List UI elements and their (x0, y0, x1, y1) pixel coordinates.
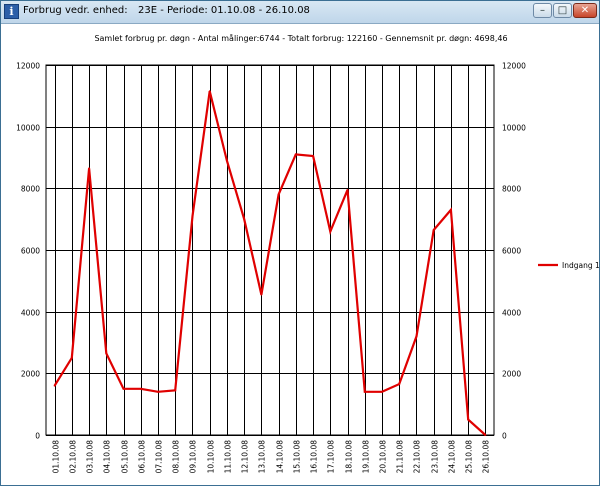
maximize-button[interactable]: □ (553, 3, 572, 18)
x-tick-label: 24.10.08 (448, 440, 457, 474)
y-tick-label-left: 4000 (21, 309, 40, 318)
x-tick-label: 20.10.08 (379, 440, 388, 474)
data-point (105, 352, 108, 355)
window-title-period: 23E - Periode: 01.10.08 - 26.10.08 (138, 5, 310, 16)
x-tick-label: 12.10.08 (241, 440, 250, 474)
data-point (467, 418, 470, 421)
series-line (53, 90, 487, 436)
x-tick-label: 21.10.08 (396, 440, 405, 474)
x-tick-label: 26.10.08 (482, 440, 491, 474)
y-tick-label-right: 4000 (502, 309, 521, 318)
data-point (346, 189, 349, 191)
y-tick-label-right: 10000 (502, 124, 526, 133)
x-tick-label: 22.10.08 (413, 440, 422, 474)
y-tick-label-left: 10000 (16, 124, 40, 133)
data-point (484, 434, 487, 436)
x-tick-label: 10.10.08 (207, 440, 216, 474)
y-tick-label-left: 2000 (21, 370, 40, 379)
info-icon: i (4, 4, 19, 19)
x-tick-label: 19.10.08 (362, 440, 371, 474)
y-tick-label-left: 0 (35, 432, 40, 441)
window-title-label: Forbrug vedr. enhed: (23, 5, 128, 16)
x-tick-label: 08.10.08 (172, 440, 181, 474)
data-point (450, 209, 452, 211)
data-point (260, 293, 263, 296)
data-point (294, 153, 297, 156)
y-tick-label-left: 8000 (21, 185, 40, 194)
y-tick-label-right: 8000 (502, 185, 521, 194)
x-tick-label: 04.10.08 (103, 440, 112, 474)
x-tick-label: 02.10.08 (69, 440, 78, 474)
x-tick-label: 03.10.08 (86, 440, 95, 474)
y-tick-label-right: 2000 (502, 370, 521, 379)
data-point (53, 384, 56, 387)
minimize-button[interactable]: – (533, 3, 552, 18)
data-point (70, 357, 73, 359)
data-point (277, 193, 280, 196)
x-tick-label: 14.10.08 (276, 440, 285, 474)
data-point (381, 390, 383, 393)
x-tick-label: 11.10.08 (224, 440, 233, 474)
x-tick-label: 23.10.08 (431, 440, 440, 474)
x-tick-label: 18.10.08 (345, 440, 354, 474)
x-tick-label: 25.10.08 (465, 440, 474, 474)
legend-label: Indgang 1 (562, 261, 599, 270)
x-tick-label: 13.10.08 (258, 440, 267, 474)
y-tick-label-right: 0 (502, 432, 507, 441)
y-tick-label-right: 12000 (502, 62, 526, 71)
data-point (415, 335, 418, 338)
x-tick-label: 15.10.08 (293, 440, 302, 474)
x-tick-label: 01.10.08 (52, 440, 61, 474)
data-point (122, 387, 125, 390)
title-bar[interactable]: i Forbrug vedr. enhed: 23E - Periode: 01… (1, 1, 599, 24)
x-tick-label: 17.10.08 (327, 440, 336, 474)
y-tick-label-left: 6000 (21, 247, 40, 256)
x-tick-label: 16.10.08 (310, 440, 319, 474)
data-point (363, 390, 366, 393)
data-point (243, 218, 246, 221)
data-point (208, 90, 211, 93)
data-point (329, 230, 332, 233)
data-point (191, 215, 194, 218)
y-tick-label-left: 12000 (16, 62, 40, 71)
data-point (174, 389, 177, 392)
data-point (398, 383, 401, 385)
data-point (432, 229, 435, 231)
close-button[interactable]: ✕ (573, 3, 597, 18)
data-point (139, 387, 142, 390)
data-point (312, 155, 314, 157)
data-point (157, 390, 159, 393)
x-tick-label: 06.10.08 (138, 440, 147, 474)
chart-title: Samlet forbrug pr. døgn - Antal målinger… (94, 34, 508, 43)
x-tick-label: 05.10.08 (121, 440, 130, 474)
x-tick-label: 07.10.08 (155, 440, 164, 474)
data-point (226, 159, 228, 162)
y-tick-label-right: 6000 (502, 247, 521, 256)
data-point (88, 167, 90, 170)
x-tick-label: 09.10.08 (189, 440, 198, 474)
